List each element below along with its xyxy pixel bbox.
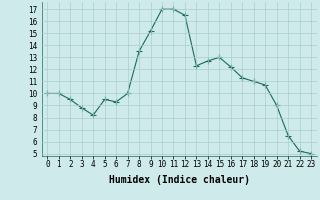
X-axis label: Humidex (Indice chaleur): Humidex (Indice chaleur): [109, 175, 250, 185]
